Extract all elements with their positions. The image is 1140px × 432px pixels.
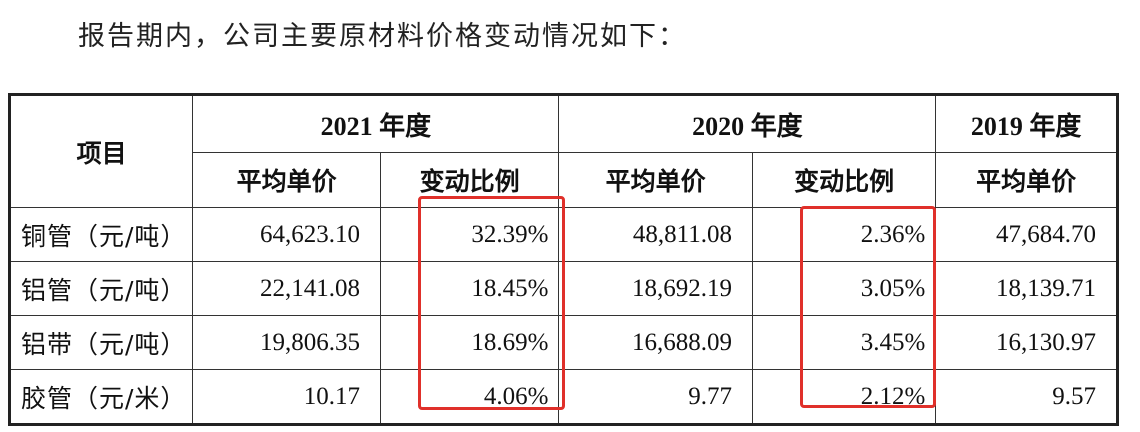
table-row: 铝带（元/吨） 19,806.35 18.69% 16,688.09 3.45%… xyxy=(8,315,1118,370)
header-item: 项目 xyxy=(8,94,194,208)
table-row: 铜管（元/吨） 64,623.10 32.39% 48,811.08 2.36%… xyxy=(8,207,1118,262)
price-2019: 18,139.71 xyxy=(935,261,1118,316)
highlight-box-2021-change xyxy=(418,196,565,410)
price-2019: 16,130.97 xyxy=(935,315,1118,370)
price-2020: 16,688.09 xyxy=(558,315,753,370)
change-2020: 2.36% xyxy=(751,207,937,262)
change-2020: 2.12% xyxy=(751,369,937,425)
header-change-2020: 变动比例 xyxy=(751,152,937,208)
intro-text: 报告期内，公司主要原材料价格变动情况如下： xyxy=(78,21,687,52)
price-2020: 9.77 xyxy=(558,369,753,425)
price-2021: 19,806.35 xyxy=(192,315,381,370)
price-2021: 10.17 xyxy=(192,369,381,425)
price-2021: 64,623.10 xyxy=(192,207,381,262)
raw-material-price-table: 项目 2021 年度 2020 年度 2019 年度 平均单价 变动比例 平均单… xyxy=(8,93,1119,426)
price-2019: 47,684.70 xyxy=(935,207,1118,262)
row-label: 铜管（元/吨） xyxy=(8,207,194,262)
row-label: 铝带（元/吨） xyxy=(8,315,194,370)
price-2019: 9.57 xyxy=(935,369,1118,425)
header-year-2020: 2020 年度 xyxy=(558,94,937,153)
price-table-wrapper: 项目 2021 年度 2020 年度 2019 年度 平均单价 变动比例 平均单… xyxy=(8,93,1119,426)
change-2021: 18.45% xyxy=(379,261,560,316)
header-year-2019: 2019 年度 xyxy=(935,94,1118,153)
table-row: 胶管（元/米） 10.17 4.06% 9.77 2.12% 9.57 xyxy=(8,369,1118,425)
change-2021: 4.06% xyxy=(379,369,560,425)
price-2021: 22,141.08 xyxy=(192,261,381,316)
price-2020: 48,811.08 xyxy=(558,207,753,262)
change-2020: 3.05% xyxy=(751,261,937,316)
header-avg-price-2020: 平均单价 xyxy=(558,152,753,208)
header-avg-price-2019: 平均单价 xyxy=(935,152,1118,208)
change-2021: 32.39% xyxy=(379,207,560,262)
header-year-2021: 2021 年度 xyxy=(192,94,560,153)
header-avg-price-2021: 平均单价 xyxy=(192,152,381,208)
row-label: 铝管（元/吨） xyxy=(8,261,194,316)
row-label: 胶管（元/米） xyxy=(8,369,194,425)
highlight-box-2020-change xyxy=(800,206,936,408)
price-2020: 18,692.19 xyxy=(558,261,753,316)
